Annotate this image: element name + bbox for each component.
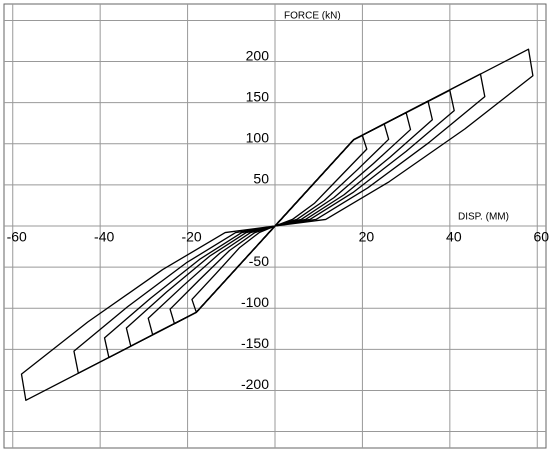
hysteresis-loop (191, 134, 368, 313)
x-axis-title: DISP. (MM) (458, 212, 509, 223)
hysteresis-loop (20, 48, 534, 401)
hysteresis-loop (125, 100, 433, 347)
y-axis-title: FORCE (kN) (284, 11, 341, 22)
y-tick-label: 150 (246, 88, 270, 104)
y-tick-label: -100 (241, 294, 269, 310)
x-tick-label: -20 (181, 229, 201, 245)
hysteresis-loop (73, 73, 486, 374)
y-tick-label: 100 (246, 129, 270, 145)
y-tick-label: -50 (249, 253, 269, 269)
y-tick-label: 200 (246, 47, 270, 63)
y-tick-label: -150 (241, 335, 269, 351)
y-tick-label: -200 (241, 376, 269, 392)
x-tick-label: 20 (359, 229, 375, 245)
x-tick-label: 40 (446, 229, 462, 245)
x-tick-label: -60 (7, 229, 27, 245)
x-tick-label: -40 (94, 229, 114, 245)
x-tick-label: 60 (533, 229, 549, 245)
y-tick-label: 50 (253, 171, 269, 187)
